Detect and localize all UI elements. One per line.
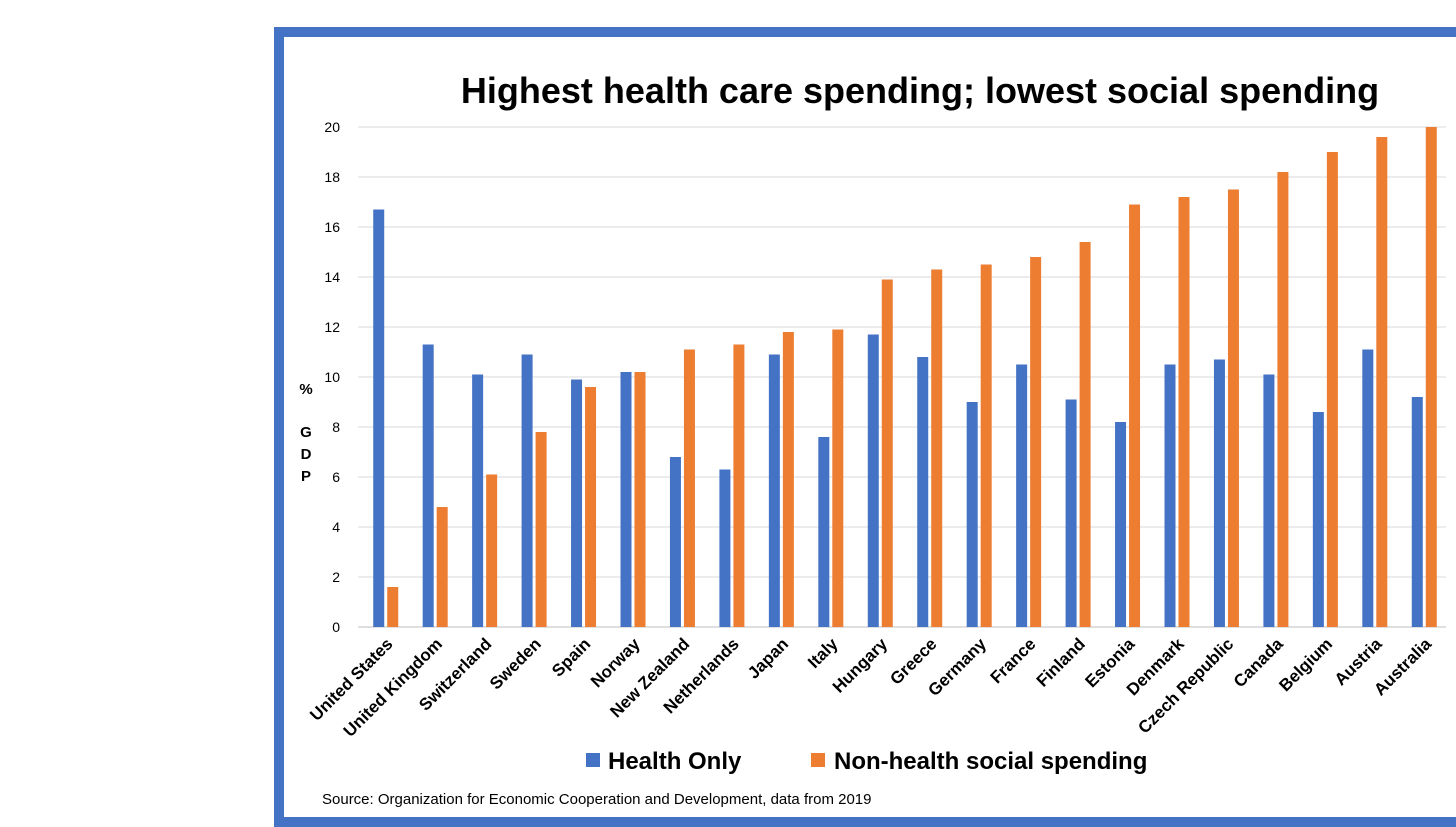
y-axis-label-line: D [301, 446, 312, 463]
bar-health-only-netherlands [719, 469, 731, 627]
category-label: Italy [804, 634, 842, 672]
bar-non-health-social-spain [585, 387, 597, 627]
bar-health-only-austria [1362, 349, 1374, 627]
y-tick-label: 14 [324, 269, 340, 285]
y-axis-ticks: 0 2 4 6 8 10 12 14 16 18 20 [324, 119, 340, 635]
bar-non-health-social-japan [782, 332, 794, 627]
bar-non-health-social-canada [1277, 172, 1289, 627]
y-axis-label-line: G [300, 424, 312, 441]
y-axis-label-line: P [301, 468, 311, 485]
y-axis-label: % GDP [299, 381, 312, 485]
legend: Health Only Non-health social spending [586, 748, 1147, 775]
bar-health-only-greece [917, 357, 929, 627]
category-label: Finland [1033, 634, 1089, 690]
bars [373, 127, 1437, 627]
bar-non-health-social-belgium [1326, 152, 1338, 627]
chart-frame: Highest health care spending; lowest soc… [274, 27, 1456, 827]
bar-health-only-finland [1065, 399, 1077, 627]
bar-non-health-social-new-zealand [683, 349, 695, 627]
y-tick-label: 8 [332, 419, 340, 435]
bar-health-only-switzerland [472, 374, 484, 627]
bar-health-only-united-kingdom [422, 344, 434, 627]
bar-health-only-italy [818, 437, 830, 627]
bar-health-only-estonia [1115, 422, 1127, 627]
y-tick-label: 16 [324, 219, 340, 235]
bar-non-health-social-greece [931, 269, 943, 627]
bar-non-health-social-finland [1079, 242, 1091, 627]
category-label: Belgium [1275, 634, 1336, 695]
legend-swatch [811, 753, 825, 767]
category-label: Sweden [486, 634, 545, 693]
y-tick-label: 18 [324, 169, 340, 185]
category-label: Hungary [829, 634, 892, 697]
bar-non-health-social-hungary [881, 279, 893, 627]
bar-non-health-social-estonia [1129, 204, 1141, 627]
y-tick-label: 2 [332, 569, 340, 585]
bar-health-only-hungary [867, 334, 879, 627]
bar-health-only-norway [620, 372, 632, 627]
bar-health-only-france [1016, 364, 1028, 627]
bar-non-health-social-sweden [535, 432, 547, 627]
bar-health-only-spain [571, 379, 583, 627]
y-tick-label: 20 [324, 119, 340, 135]
y-tick-label: 6 [332, 469, 340, 485]
legend-label: Non-health social spending [834, 748, 1147, 775]
bar-health-only-united-states [373, 209, 385, 627]
category-label: Spain [548, 634, 594, 680]
legend-swatch [586, 753, 600, 767]
bar-health-only-czech-republic [1213, 359, 1225, 627]
source-note: Source: Organization for Economic Cooper… [322, 791, 871, 808]
y-tick-label: 4 [332, 519, 340, 535]
bar-health-only-belgium [1312, 412, 1324, 627]
chart: Highest health care spending; lowest soc… [299, 70, 1446, 808]
bar-health-only-australia [1411, 397, 1423, 627]
y-axis-label-line: % [299, 381, 312, 398]
bar-non-health-social-netherlands [733, 344, 745, 627]
bar-non-health-social-norway [634, 372, 646, 627]
bar-health-only-canada [1263, 374, 1275, 627]
bar-non-health-social-italy [832, 329, 844, 627]
y-tick-label: 10 [324, 369, 340, 385]
bar-non-health-social-united-kingdom [436, 507, 448, 627]
category-label: United States [306, 634, 396, 724]
bar-non-health-social-austria [1376, 137, 1388, 627]
bar-non-health-social-czech-republic [1227, 189, 1239, 627]
bar-non-health-social-united-states [387, 587, 399, 627]
bar-non-health-social-denmark [1178, 197, 1190, 627]
bar-health-only-denmark [1164, 364, 1176, 627]
y-tick-label: 12 [324, 319, 340, 335]
legend-label: Health Only [608, 748, 742, 775]
y-tick-label: 0 [332, 619, 340, 635]
bar-non-health-social-switzerland [486, 474, 498, 627]
bar-non-health-social-germany [980, 264, 992, 627]
chart-title: Highest health care spending; lowest soc… [461, 70, 1379, 111]
bar-health-only-japan [768, 354, 780, 627]
bar-non-health-social-australia [1425, 127, 1437, 627]
bar-health-only-sweden [521, 354, 533, 627]
bar-health-only-new-zealand [669, 457, 681, 627]
bar-health-only-germany [966, 402, 978, 627]
category-label: France [987, 634, 1040, 687]
category-label: Japan [744, 634, 792, 682]
bar-non-health-social-france [1030, 257, 1042, 627]
